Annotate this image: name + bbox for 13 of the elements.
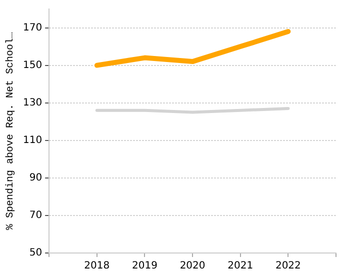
y-tick-label: 170 (22, 22, 42, 34)
y-tick-label: 130 (22, 97, 42, 108)
y-tick-label: 70 (29, 210, 42, 222)
x-tick-label: 2020 (180, 260, 206, 272)
y-tick-label: 90 (29, 172, 42, 184)
y-tick-label: 50 (29, 248, 42, 259)
y-tick-label: 110 (22, 134, 42, 146)
x-tick-label: 2019 (132, 260, 158, 272)
x-tick-label: 2022 (275, 260, 301, 272)
x-tick-label: 2021 (228, 260, 254, 272)
y-axis-title: % Spending above Req. Net School… (4, 32, 17, 230)
y-tick-label: 150 (22, 60, 42, 71)
x-tick-label: 2018 (84, 260, 110, 272)
